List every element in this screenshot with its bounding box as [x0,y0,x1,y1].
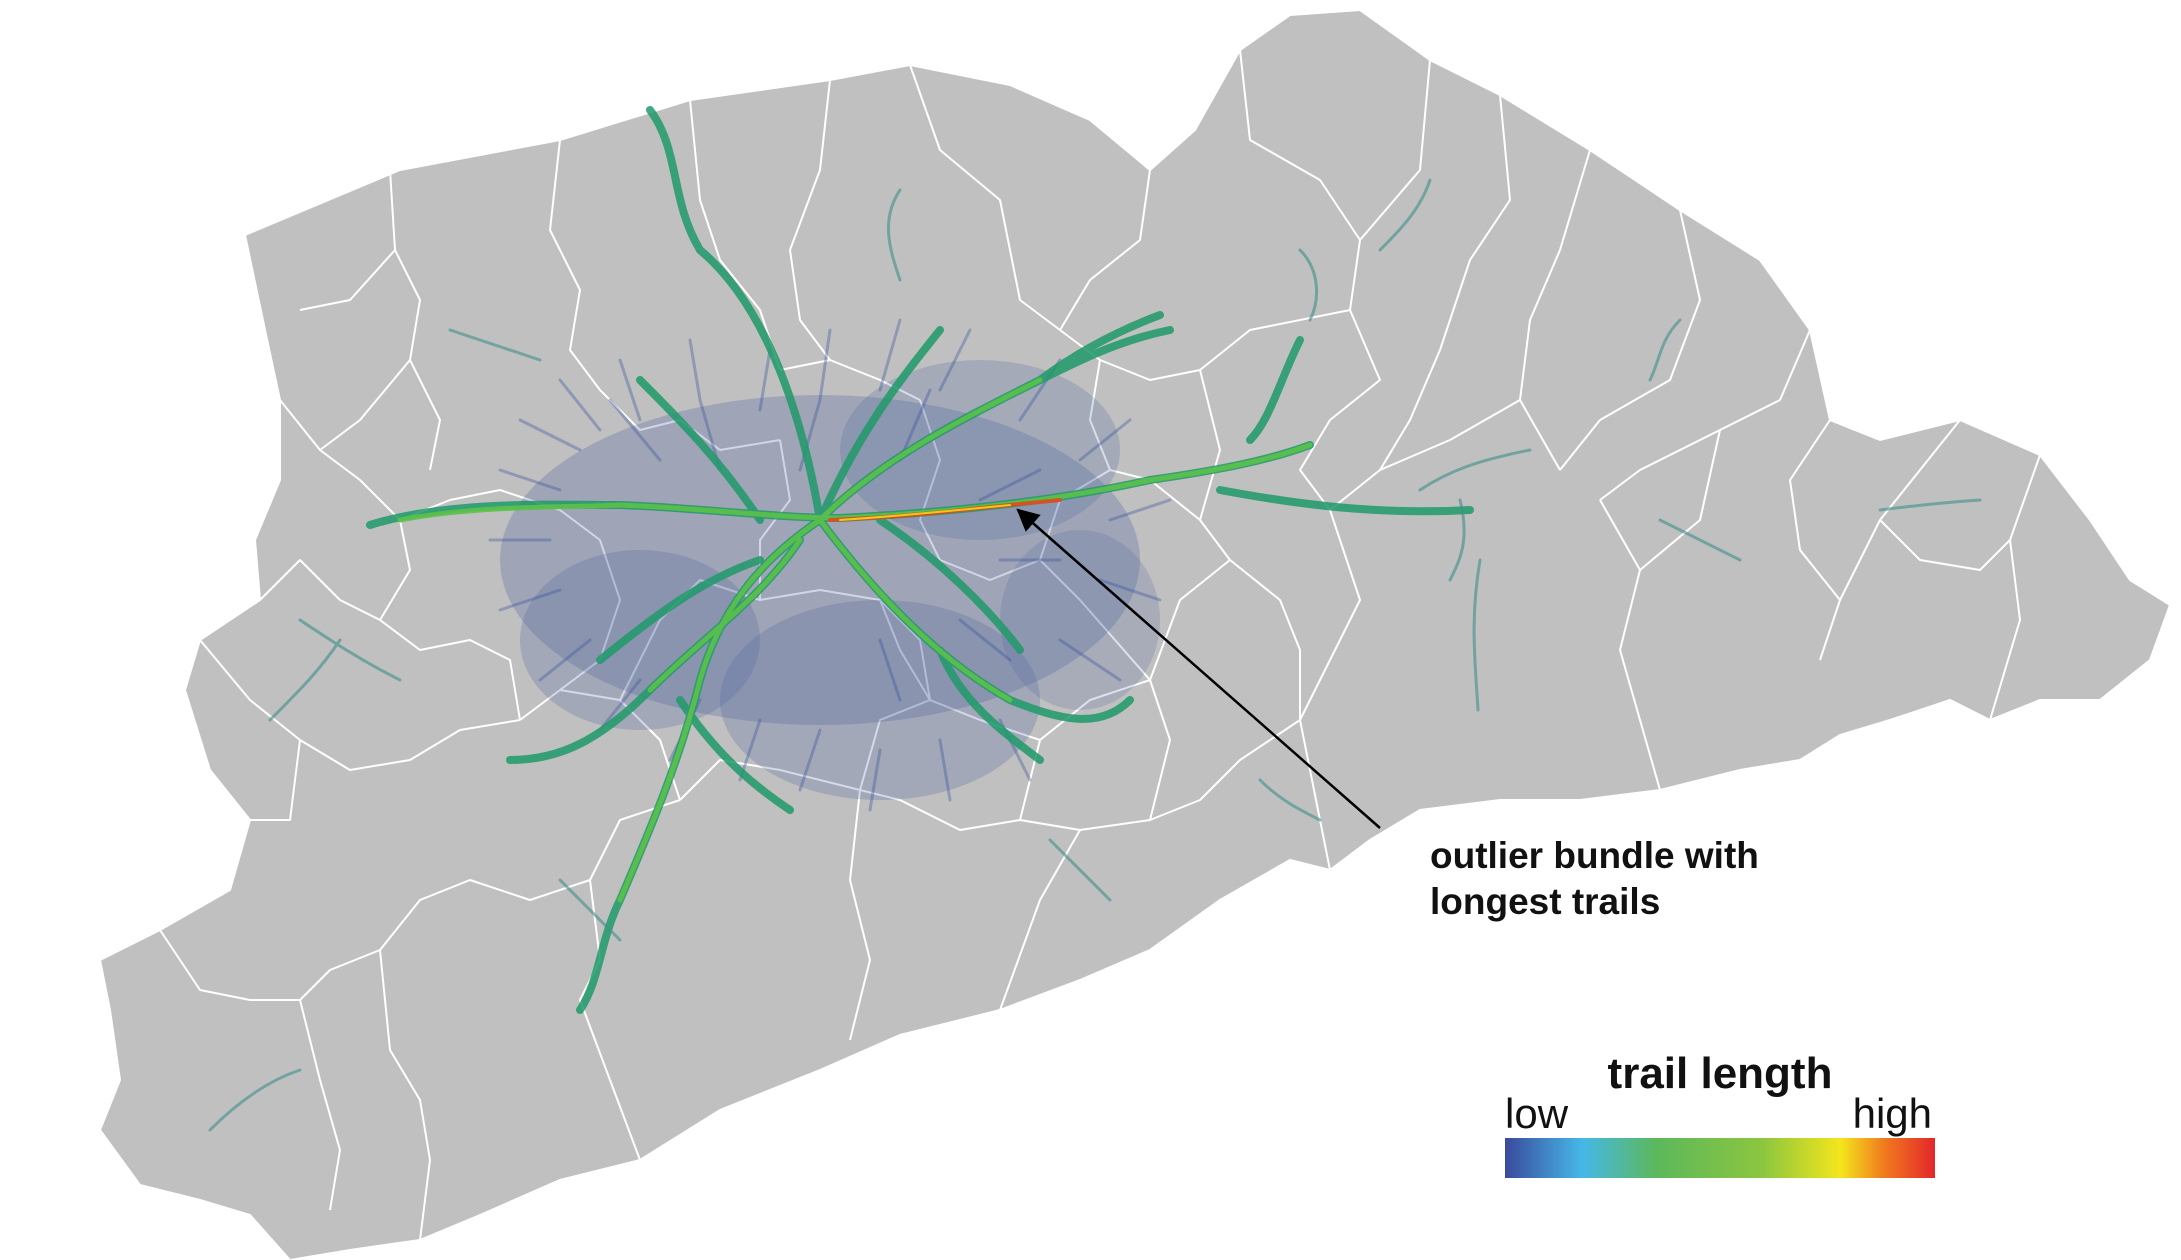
legend: trail length low high [1505,1049,1935,1178]
state-region [98,8,2172,1260]
fuzz-strokes [488,318,1172,812]
legend-color-bar [1505,1138,1935,1178]
annotation-line-2: longest trails [1430,881,1660,922]
trail-bundles [208,106,1982,1132]
annotation-line-1: outlier bundle with [1430,835,1759,876]
municipal-borders [159,49,2041,1241]
longest-trail-glow [839,504,1011,521]
annotation-arrow [1016,508,1381,829]
outer-bundles [208,178,1982,1132]
bright-bundles [397,377,1313,903]
dense-fuzz [500,360,1160,800]
legend-title: trail length [1608,1049,1833,1098]
legend-low-label: low [1505,1090,1569,1137]
legend-high-label: high [1853,1090,1932,1137]
